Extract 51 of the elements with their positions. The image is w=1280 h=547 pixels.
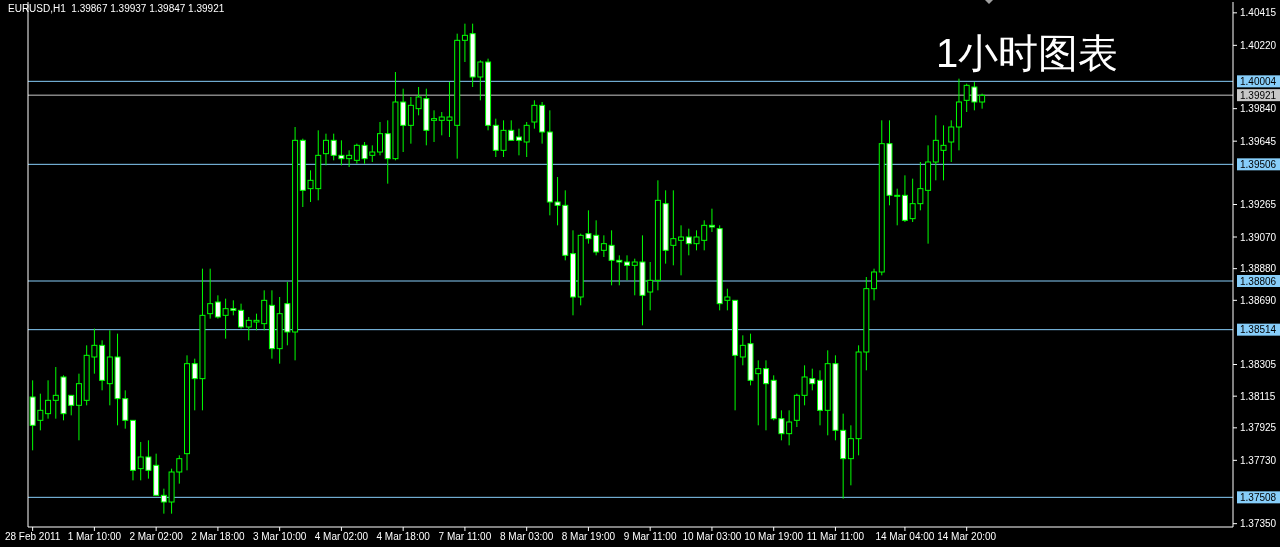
x-tick-label: 2 Mar 02:00 <box>129 531 184 542</box>
candlestick <box>322 133 329 166</box>
candlestick <box>431 109 438 143</box>
ref-line-label: 1.40004 <box>1240 75 1277 87</box>
x-tick-label: 14 Mar 04:00 <box>875 531 935 542</box>
candlestick <box>708 208 715 233</box>
y-tick-label: 1.39645 <box>1240 135 1277 147</box>
x-tick-label: 4 Mar 18:00 <box>376 531 431 542</box>
y-tick-label: 1.38690 <box>1240 294 1277 306</box>
candlestick <box>762 359 769 431</box>
ref-line-label: 1.37508 <box>1240 491 1277 503</box>
candlestick <box>523 121 530 158</box>
x-tick-label: 8 Mar 19:00 <box>561 531 616 542</box>
ref-line-label: 1.39921 <box>1240 89 1277 101</box>
ref-line-label: 1.39506 <box>1240 158 1277 170</box>
x-tick-label: 8 Mar 03:00 <box>499 531 554 542</box>
ref-line-label: 1.38514 <box>1240 324 1277 336</box>
y-tick-label: 1.37350 <box>1240 518 1277 530</box>
candlestick <box>678 224 685 276</box>
x-tick-label: 14 Mar 20:00 <box>937 531 997 542</box>
y-tick-label: 1.38880 <box>1240 263 1277 275</box>
candlestick <box>624 254 631 281</box>
x-tick-label: 7 Mar 11:00 <box>438 531 492 542</box>
x-tick-label: 4 Mar 02:00 <box>314 531 369 542</box>
candlestick <box>238 303 245 330</box>
y-tick-label: 1.39265 <box>1240 199 1277 210</box>
y-tick-label: 1.38305 <box>1240 359 1277 370</box>
y-tick-label: 1.38115 <box>1240 390 1276 402</box>
candlestick <box>207 268 214 320</box>
ref-line-label: 1.38806 <box>1240 275 1277 287</box>
x-tick-label: 11 Mar 11:00 <box>806 531 865 542</box>
x-tick-label: 9 Mar 11:00 <box>623 531 677 542</box>
x-tick-label: 28 Feb 2011 <box>4 531 61 542</box>
candlestick <box>948 119 955 163</box>
x-tick-label: 1 Mar 10:00 <box>67 531 122 542</box>
candlestick <box>377 121 384 156</box>
y-tick-label: 1.39840 <box>1240 103 1277 115</box>
candlestick <box>871 268 878 301</box>
candlestick <box>75 373 82 441</box>
y-tick-label: 1.39070 <box>1240 231 1277 243</box>
y-tick-label: 1.40220 <box>1240 39 1277 51</box>
x-tick-label: 10 Mar 03:00 <box>682 531 742 542</box>
y-tick-label: 1.37925 <box>1240 422 1277 434</box>
chart-title: EURUSD,H1 1.39867 1.39937 1.39847 1.39921 <box>8 3 225 14</box>
x-tick-label: 3 Mar 10:00 <box>252 531 307 542</box>
annotation: 1小时图表 <box>935 31 1119 75</box>
y-tick-label: 1.37730 <box>1240 454 1277 466</box>
y-tick-label: 1.40415 <box>1240 7 1277 19</box>
x-tick-label: 10 Mar 19:00 <box>744 531 804 542</box>
candlestick <box>515 128 522 156</box>
x-tick-label: 2 Mar 18:00 <box>191 531 246 542</box>
